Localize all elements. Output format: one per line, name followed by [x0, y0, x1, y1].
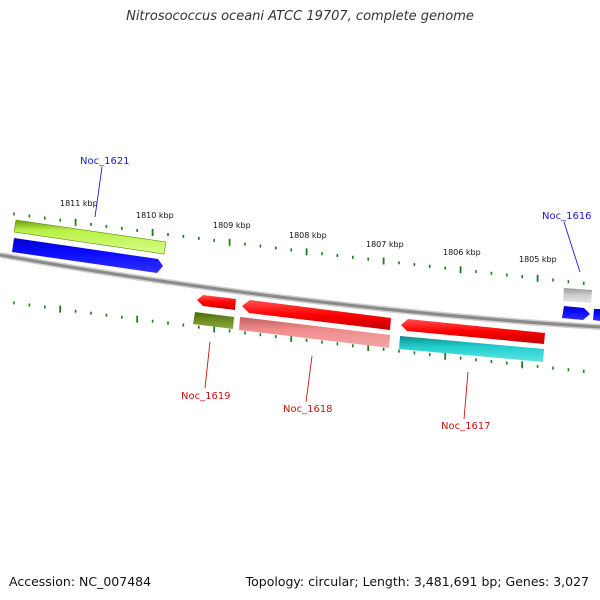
accession-text: Accession: NC_007484 — [9, 574, 152, 589]
gene-noc-1621-lime[interactable] — [13, 219, 167, 255]
gene-label-noc-1619[interactable]: Noc_1619 — [181, 391, 231, 402]
kbp-label: 1810 kbp — [136, 211, 174, 220]
gene-label-noc-1621[interactable]: Noc_1621 — [80, 156, 130, 167]
gene-red-long[interactable] — [242, 300, 391, 330]
kbp-label: 1806 kbp — [443, 248, 481, 257]
kbp-label: 1811 kbp — [60, 199, 98, 208]
gene-gray-right[interactable] — [563, 288, 592, 303]
gene-noc-1617-cyan[interactable] — [399, 336, 544, 362]
kbp-label: 1808 kbp — [289, 231, 327, 240]
kbp-label: 1807 kbp — [366, 240, 404, 249]
gene-label-noc-1617[interactable]: Noc_1617 — [441, 421, 491, 432]
genome-summary-text: Topology: circular; Length: 3,481,691 bp… — [245, 574, 589, 589]
kbp-scale: 1811 kbp 1810 kbp 1809 kbp 1808 kbp 1807… — [60, 199, 557, 264]
gene-label-noc-1616[interactable]: Noc_1616 — [542, 211, 592, 222]
genome-backbone — [0, 252, 600, 330]
gene-noc-1618-pink[interactable] — [239, 317, 390, 348]
gene-red-right[interactable] — [401, 319, 545, 344]
map-title: Nitrosococcus oceani ATCC 19707, complet… — [126, 9, 474, 24]
gene-noc-1619-olive[interactable] — [193, 312, 234, 329]
gene-blue-forward[interactable] — [12, 238, 163, 273]
leader-lines — [94, 166, 581, 420]
gene-red-small[interactable] — [197, 295, 236, 310]
outer-tick-track — [13, 212, 585, 285]
gene-label-noc-1618[interactable]: Noc_1618 — [283, 404, 333, 415]
kbp-label: 1805 kbp — [519, 255, 557, 264]
gene-noc-1616-blue[interactable] — [562, 306, 600, 321]
kbp-label: 1809 kbp — [213, 221, 251, 230]
